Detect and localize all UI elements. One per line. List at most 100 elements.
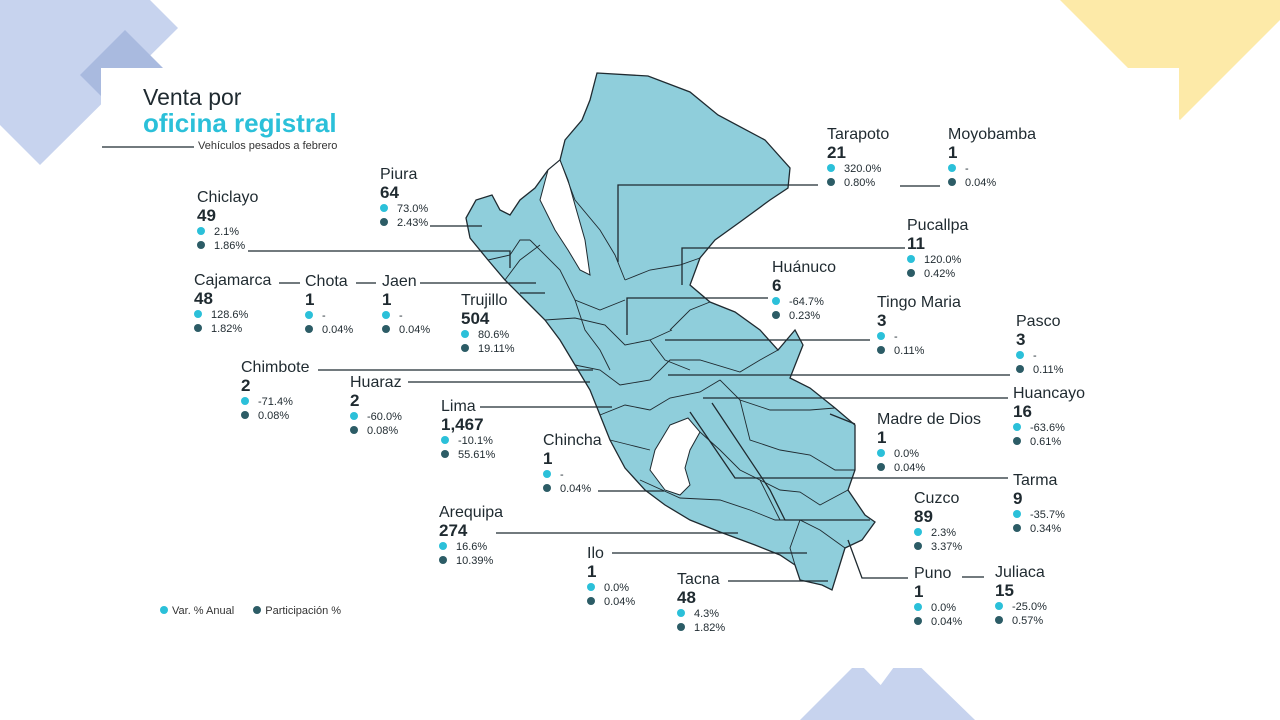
part-dot-icon <box>305 325 313 333</box>
city-var: -63.6% <box>1030 422 1065 434</box>
var-dot-icon <box>382 311 390 319</box>
city-value: 64 <box>380 183 399 202</box>
blue-diamond-bottom-right <box>855 652 975 720</box>
city-name: Chiclayo <box>197 189 259 206</box>
city-value: 89 <box>914 507 933 526</box>
city-var: -35.7% <box>1030 509 1065 521</box>
city-value: 11 <box>907 234 925 253</box>
city-name: Chimbote <box>241 359 310 376</box>
city-label-huaraz: Huaraz 2 -60.0% 0.08% <box>350 374 402 438</box>
city-var: 0.0% <box>931 602 957 614</box>
city-var: 4.3% <box>694 608 720 620</box>
city-name: Trujillo <box>461 292 508 309</box>
peru-outline <box>465 72 876 591</box>
part-dot-icon <box>877 346 885 354</box>
city-part: 0.42% <box>924 268 956 280</box>
city-label-tarapoto: Tarapoto 21 320.0% 0.80% <box>827 126 889 190</box>
var-dot-icon <box>1013 423 1021 431</box>
city-label-tingo-maria: Tingo Maria 3 - 0.11% <box>877 294 961 358</box>
city-value: 504 <box>461 309 490 328</box>
city-value: 15 <box>995 581 1014 600</box>
city-part: 1.82% <box>694 622 726 634</box>
city-value: 1 <box>543 449 553 468</box>
city-name: Cajamarca <box>194 272 272 289</box>
var-dot-icon <box>827 164 835 172</box>
city-label-trujillo: Trujillo 504 80.6% 19.11% <box>461 292 515 356</box>
part-dot-icon <box>907 269 915 277</box>
city-label-chota: Chota 1 - 0.04% <box>305 273 353 337</box>
part-dot-icon <box>197 241 205 249</box>
var-dot-icon <box>380 204 388 212</box>
city-name: Huaraz <box>350 374 402 391</box>
part-dot-icon <box>1016 365 1024 373</box>
city-value: 1 <box>948 143 958 162</box>
title-line2: oficina registral <box>143 108 337 138</box>
leader-lines <box>102 146 1010 582</box>
city-name: Tarapoto <box>827 126 890 143</box>
title-line1: Venta por <box>143 84 242 110</box>
city-var: 320.0% <box>844 163 882 175</box>
city-name: Madre de Dios <box>877 411 982 428</box>
part-dot-icon <box>253 606 262 614</box>
city-name: Pasco <box>1016 313 1061 330</box>
city-part: 55.61% <box>458 449 496 461</box>
part-dot-icon <box>772 311 780 319</box>
city-var: 120.0% <box>924 254 962 266</box>
city-part: 0.04% <box>560 483 592 495</box>
legend-var: Var. % Anual <box>172 605 235 617</box>
city-name: Jaen <box>382 273 417 290</box>
city-value: 48 <box>677 588 696 607</box>
part-dot-icon <box>194 324 202 332</box>
city-var: 2.1% <box>214 226 240 238</box>
city-value: 3 <box>877 311 887 330</box>
city-label-jaen: Jaen 1 - 0.04% <box>382 273 430 337</box>
part-dot-icon <box>439 556 447 564</box>
city-value: 49 <box>197 206 216 225</box>
city-label-ilo: Ilo 1 0.0% 0.04% <box>587 545 635 609</box>
city-value: 3 <box>1016 330 1026 349</box>
var-dot-icon <box>543 470 551 478</box>
city-value: 21 <box>827 143 846 162</box>
part-dot-icon <box>1013 437 1021 445</box>
city-label-cuzco: Cuzco 89 2.3% 3.37% <box>914 490 962 554</box>
city-value: 2 <box>241 376 251 395</box>
city-name: Huánuco <box>772 259 837 276</box>
city-var: - <box>1033 350 1037 362</box>
var-dot-icon <box>877 449 885 457</box>
part-dot-icon <box>914 617 922 625</box>
subtitle: Vehículos pesados a febrero <box>198 140 338 152</box>
city-value: 9 <box>1013 489 1023 508</box>
var-dot-icon <box>948 164 956 172</box>
city-value: 1 <box>587 562 597 581</box>
city-label-tarma: Tarma 9 -35.7% 0.34% <box>1013 472 1065 536</box>
city-var: - <box>322 310 326 322</box>
city-var: 128.6% <box>211 309 249 321</box>
city-part: 0.23% <box>789 310 821 322</box>
city-var: -10.1% <box>458 435 493 447</box>
part-dot-icon <box>382 325 390 333</box>
var-dot-icon <box>461 330 469 338</box>
city-name: Moyobamba <box>948 126 1037 143</box>
legend: Var. % Anual Participación % <box>160 605 357 617</box>
city-name: Chota <box>305 273 348 290</box>
city-value: 6 <box>772 276 782 295</box>
city-label-chimbote: Chimbote 2 -71.4% 0.08% <box>241 359 309 423</box>
city-var: 0.0% <box>604 582 630 594</box>
city-name: Cuzco <box>914 490 960 507</box>
city-name: Piura <box>380 166 418 183</box>
city-var: -25.0% <box>1012 601 1047 613</box>
part-dot-icon <box>1013 524 1021 532</box>
city-part: 3.37% <box>931 541 963 553</box>
var-dot-icon <box>1013 510 1021 518</box>
city-name: Lima <box>441 398 476 415</box>
city-part: 0.61% <box>1030 436 1062 448</box>
part-dot-icon <box>587 597 595 605</box>
city-value: 1,467 <box>441 415 484 434</box>
city-part: 0.04% <box>399 324 431 336</box>
city-label-tacna: Tacna 48 4.3% 1.82% <box>677 571 725 635</box>
var-dot-icon <box>197 227 205 235</box>
city-name: Huancayo <box>1013 385 1086 402</box>
city-var: -64.7% <box>789 296 824 308</box>
city-part: 1.82% <box>211 323 243 335</box>
